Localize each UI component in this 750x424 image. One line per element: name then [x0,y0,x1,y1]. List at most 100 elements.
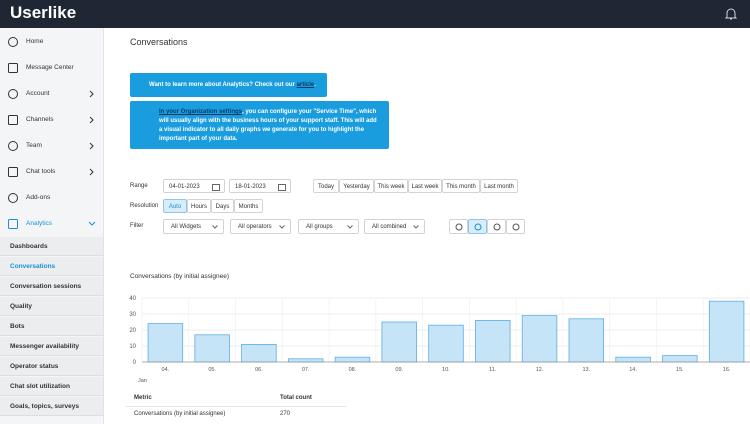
period-label: Jan [138,378,147,384]
sub-nav-item[interactable]: Goals, topics, surveys [0,397,103,416]
nav-label: Message Center [26,64,74,71]
dropdown-arrow [413,225,419,229]
filter-label: Filter [130,223,144,229]
page-title: Conversations [130,37,188,47]
nav-label: Channels [26,116,54,123]
chart: 0 10 20 30 40 04. 05. 06. 07. 08. 09. 10. 11. 12. 13. 1… [129,296,750,384]
bar [381,321,417,363]
x-tick-label: 13. [582,367,590,373]
view-icon [455,223,463,231]
sidebar: Home Message Center Account Channels Team Cha… [0,28,104,424]
banner-text: Want to learn more about Analytics? Chec… [149,82,297,88]
icon-shape [8,141,18,151]
chevron-shape [89,168,94,176]
dropdown[interactable]: All groups [298,219,359,234]
bell-icon[interactable] [724,7,738,21]
resolution-button[interactable]: Days [211,199,234,213]
sub-nav-item[interactable]: Bots [0,317,103,336]
view-button[interactable] [468,219,487,234]
icon-shape [8,219,18,229]
calendar-icon [212,184,220,191]
nav-item[interactable]: Message Center [0,55,103,81]
nav-label: Chat tools [26,168,56,175]
nav-label: Home [26,38,44,45]
icon-shape [8,193,18,203]
sub-nav-item[interactable]: Messenger availability [0,337,103,356]
chevron [89,116,94,124]
info-banner: Want to learn more about Analytics? Chec… [130,73,327,97]
preset-button[interactable]: This month [442,179,480,193]
chevron [89,168,94,176]
sub-nav-item[interactable]: Conversation sessions [0,277,103,296]
x-tick-label: 10. [442,367,450,373]
chart-title: Conversations (by initial assignee) [130,273,229,280]
banner-link[interactable]: article [296,82,315,88]
bar [662,355,698,363]
sub-nav-item[interactable]: Operator status [0,357,103,376]
nav-item[interactable]: Team [0,133,103,159]
nav-label: Account [26,90,50,97]
x-tick-label: 07. [302,367,310,373]
arrow-shape [413,225,419,229]
preset-button[interactable]: Today [313,179,339,193]
view-button[interactable] [487,219,506,234]
table-header[interactable]: Total count [280,395,312,401]
dropdown-arrow [279,225,285,229]
nav-item[interactable]: Account [0,81,103,107]
resolution-button[interactable]: Hours [187,199,211,213]
bar [147,323,184,363]
view-icon [474,223,482,231]
banner-text: , you can configure your "Service Time",… [159,109,377,142]
resolution-button[interactable]: Auto [163,199,187,213]
x-tick-label: 09. [395,367,403,373]
x-tick-label: 14. [629,367,637,373]
bar [428,324,464,363]
sub-nav-item[interactable]: Quality [0,297,103,316]
arrow-shape [347,225,353,229]
sub-nav-item[interactable]: Chat slot utilization [0,377,103,396]
dropdown-arrow [212,225,218,229]
bar [615,356,651,363]
resolution-button[interactable]: Months [234,199,263,213]
bar [521,315,558,363]
nav-item[interactable]: Chat tools [0,159,103,185]
nav-icon [8,219,18,229]
y-tick-label: 10 [129,344,136,350]
x-tick-label: 12. [536,367,544,373]
arrow-shape [212,225,218,229]
table-cell: 270 [280,411,291,417]
table-header[interactable]: Metric [134,395,152,401]
nav-item[interactable]: Channels [0,107,103,133]
view-icon [512,223,520,231]
nav-icon [8,167,18,177]
nav-item[interactable]: Add-ons [0,185,103,211]
bar [241,344,277,363]
sub-nav-item[interactable]: Dashboards [0,237,103,256]
nav-item[interactable]: Home [0,29,103,55]
banner-link[interactable]: In your Organization settings [159,109,243,115]
x-tick-label: 11. [489,367,497,373]
view-button[interactable] [506,219,525,234]
chevron-shape [89,116,94,124]
date-value: 18-01-2023 [235,184,266,190]
sub-nav-item[interactable]: Conversations [0,257,103,276]
preset-button[interactable]: This week [374,179,408,193]
preset-button[interactable]: Yesterday [339,179,374,193]
dropdown[interactable]: All operators [230,219,291,234]
date-input[interactable]: 04-01-2023 [163,179,225,193]
view-button[interactable] [449,219,468,234]
nav-item[interactable]: Analytics [0,211,103,237]
view-icon [493,223,501,231]
dropdown[interactable]: All combined [364,219,425,234]
icon-shape [474,223,482,231]
preset-button[interactable]: Last week [408,179,442,193]
date-input[interactable]: 18-01-2023 [229,179,291,193]
dropdown-value: All operators [238,224,272,230]
x-tick-label: 05. [208,367,216,373]
nav-label: Analytics [26,220,53,227]
preset-button[interactable]: Last month [480,179,518,193]
chevron [89,90,94,98]
dropdown[interactable]: All Widgets [163,219,224,234]
logo[interactable]: Userlike [10,3,77,22]
